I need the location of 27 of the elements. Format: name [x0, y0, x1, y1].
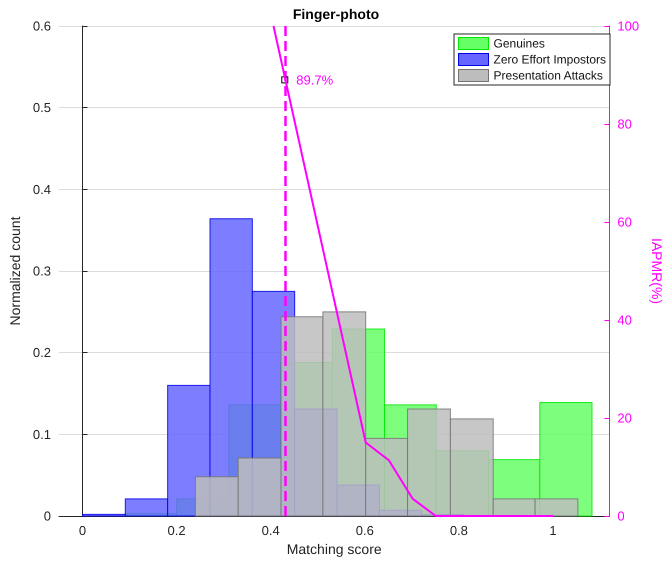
y-tick-label: 0.1 [32, 426, 51, 442]
y-tick-label: 0.2 [32, 345, 51, 360]
legend-label: Presentation Attacks [494, 68, 603, 82]
y2-tick-label: 80 [617, 116, 632, 132]
x-tick-label: 0.8 [450, 523, 468, 538]
legend-label: Genuines [494, 36, 545, 50]
legend-label: Zero Effort Impostors [494, 52, 606, 66]
y-axis-title: Normalized count [7, 216, 23, 326]
y2-tick-label: 100 [617, 18, 640, 34]
x-tick-label: 0.2 [168, 523, 186, 538]
y2-tick-label: 60 [617, 214, 632, 230]
y-tick-label: 0.3 [32, 264, 51, 278]
x-tick-label: 0.6 [356, 523, 374, 538]
y-tick-label: 0.5 [32, 100, 51, 116]
x-tick-label: 0.4 [262, 523, 280, 538]
x-tick-label: 0 [78, 523, 86, 538]
y2-tick-label: 40 [617, 312, 632, 328]
y2-tick-label: 20 [617, 410, 632, 426]
x-axis-title: Matching score [286, 540, 382, 557]
x-tick-label: 1 [549, 523, 557, 538]
y2-axis-title: IAPMR(%) [649, 238, 665, 304]
y-tick-label: 0.6 [32, 18, 51, 34]
y-tick-label: 0.4 [32, 182, 51, 197]
y2-tick-label: 0 [617, 508, 625, 524]
annotation: 89.7% [296, 72, 334, 88]
y-tick-label: 0 [44, 508, 51, 524]
chart-title: Finger-photo [292, 6, 380, 22]
